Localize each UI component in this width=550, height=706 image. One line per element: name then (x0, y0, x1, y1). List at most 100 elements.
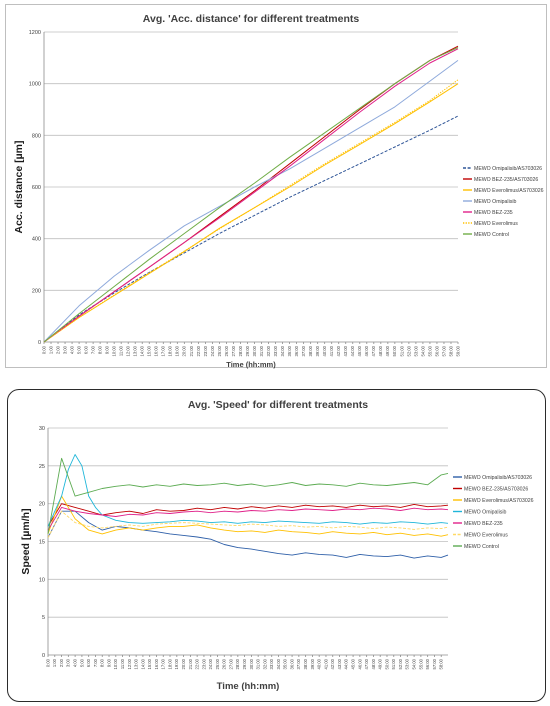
series-line (43, 59, 459, 343)
x-tick-label: 26:00 (222, 658, 227, 669)
x-tick-label: 9:00 (105, 345, 110, 354)
x-tick-label: 11:00 (120, 658, 125, 669)
y-tick-label: 30 (39, 426, 45, 432)
legend-label: MEWO BEZ-235/AS703026 (474, 177, 538, 183)
x-tick-label: 14:00 (140, 345, 145, 356)
y-tick-label: 20 (39, 502, 45, 508)
x-tick-label: 37:00 (301, 345, 306, 356)
x-tick-label: 22:00 (195, 658, 200, 669)
x-tick-label: 37:00 (296, 658, 301, 669)
x-tick-label: 58:00 (448, 345, 453, 356)
x-tick-label: 3:00 (62, 345, 67, 354)
x-tick-label: 28:00 (238, 345, 243, 356)
x-tick-label: 1:00 (52, 658, 57, 667)
x-tick-label: 26:00 (224, 345, 229, 356)
x-tick-label: 30:00 (252, 345, 257, 356)
x-tick-label: 56:00 (425, 658, 430, 669)
legend-label: MEWO Omipalisib (474, 199, 516, 205)
x-tick-label: 30:00 (249, 658, 254, 669)
x-tick-label: 11:00 (119, 345, 124, 356)
legend-label: MEWO Control (464, 544, 499, 550)
x-tick-label: 14:00 (140, 658, 145, 669)
legend-label: MEWO Omipalisib (464, 509, 506, 515)
x-tick-label: 45:00 (357, 345, 362, 356)
x-tick-label: 24:00 (208, 658, 213, 669)
chart-title: Avg. 'Speed' for different treatments (188, 399, 368, 411)
x-tick-label: 4:00 (73, 658, 78, 667)
x-tick-label: 43:00 (343, 345, 348, 356)
x-tick-label: 12:00 (127, 658, 132, 669)
x-tick-label: 8:00 (100, 658, 105, 667)
x-tick-label: 50:00 (392, 345, 397, 356)
series-line (43, 47, 459, 343)
x-tick-label: 27:00 (231, 345, 236, 356)
x-tick-label: 36:00 (294, 345, 299, 356)
x-tick-label: 21:00 (189, 345, 194, 356)
x-tick-label: 40:00 (322, 345, 327, 356)
x-tick-label: 41:00 (323, 658, 328, 669)
x-tick-label: 42:00 (336, 345, 341, 356)
y-tick-label: 15 (39, 540, 45, 546)
x-tick-label: 52:00 (406, 345, 411, 356)
series-line (47, 503, 449, 527)
x-tick-label: 12:00 (126, 345, 131, 356)
x-tick-label: 0:00 (41, 345, 46, 354)
acc-distance-chart: Avg. 'Acc. distance' for different treat… (13, 13, 544, 369)
x-tick-label: 5:00 (79, 658, 84, 667)
y-tick-label: 0 (42, 653, 45, 659)
x-axis-label: Time (hh:mm) (217, 681, 280, 692)
x-tick-label: 10:00 (113, 658, 118, 669)
x-tick-label: 9:00 (106, 658, 111, 667)
x-tick-label: 6:00 (84, 345, 89, 354)
x-tick-label: 33:00 (269, 658, 274, 669)
x-tick-label: 59:00 (455, 345, 460, 356)
x-tick-label: 38:00 (308, 345, 313, 356)
acc-distance-chart-panel: Avg. 'Acc. distance' for different treat… (5, 4, 547, 369)
y-tick-label: 400 (32, 237, 41, 243)
x-tick-label: 50:00 (384, 658, 389, 669)
x-tick-label: 17:00 (161, 345, 166, 356)
y-tick-label: 200 (32, 288, 41, 294)
x-tick-label: 51:00 (399, 345, 404, 356)
y-tick-label: 0 (38, 340, 41, 346)
x-tick-label: 58:00 (439, 658, 444, 669)
x-tick-label: 48:00 (371, 658, 376, 669)
x-tick-label: 0:00 (45, 658, 50, 667)
x-tick-label: 13:00 (133, 345, 138, 356)
y-tick-label: 25 (39, 464, 45, 470)
chart-title: Avg. 'Acc. distance' for different treat… (143, 13, 360, 25)
x-tick-label: 47:00 (364, 658, 369, 669)
x-tick-label: 15:00 (147, 658, 152, 669)
x-tick-label: 1:00 (48, 345, 53, 354)
legend-label: MEWO Control (474, 232, 509, 238)
series-line (47, 454, 449, 527)
x-tick-label: 29:00 (242, 658, 247, 669)
x-tick-label: 34:00 (276, 658, 281, 669)
x-tick-label: 53:00 (413, 345, 418, 356)
x-tick-label: 25:00 (217, 345, 222, 356)
speed-chart: Avg. 'Speed' for different treatments 0 51… (20, 399, 534, 692)
x-tick-label: 44:00 (344, 658, 349, 669)
series-line (47, 506, 449, 531)
x-tick-label: 34:00 (280, 345, 285, 356)
x-tick-label: 52:00 (398, 658, 403, 669)
x-tick-label: 32:00 (266, 345, 271, 356)
x-tick-label: 4:00 (69, 345, 74, 354)
x-tick-label: 42:00 (330, 658, 335, 669)
x-tick-label: 39:00 (315, 345, 320, 356)
x-tick-label: 53:00 (405, 658, 410, 669)
x-tick-label: 20:00 (182, 345, 187, 356)
series-line (47, 457, 449, 534)
x-tick-label: 33:00 (273, 345, 278, 356)
x-tick-label: 55:00 (427, 345, 432, 356)
x-tick-label: 25:00 (215, 658, 220, 669)
series-line (47, 510, 449, 538)
y-tick-label: 10 (39, 577, 45, 583)
x-tick-label: 2:00 (59, 658, 64, 667)
x-tick-label: 51:00 (391, 658, 396, 669)
x-tick-label: 28:00 (235, 658, 240, 669)
x-tick-label: 46:00 (364, 345, 369, 356)
x-tick-label: 13:00 (134, 658, 139, 669)
series-line (43, 115, 459, 343)
series-line (43, 83, 459, 343)
